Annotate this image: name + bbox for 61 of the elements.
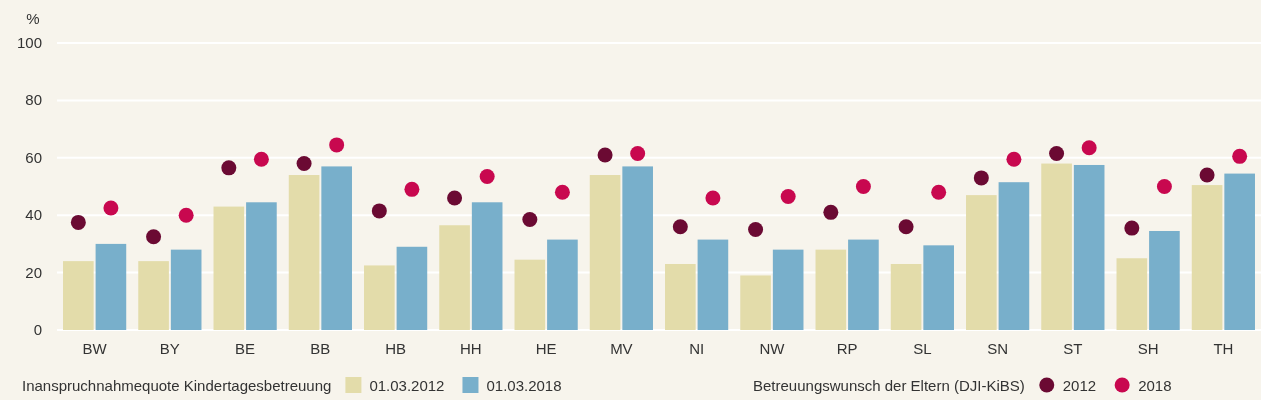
bar [170,249,202,330]
bar [471,202,503,330]
x-tick-label: HB [385,340,407,357]
x-tick-label: MV [610,340,633,357]
bar [589,175,621,330]
bar [439,225,470,330]
bar [890,263,922,330]
y-tick-label: 80 [25,91,42,109]
bar [1041,163,1072,330]
bar [966,195,997,330]
y-tick-label: 40 [25,206,42,224]
bar [63,261,94,330]
y-tick-label: 20 [25,263,42,281]
bar [138,261,169,330]
text: Inanspruchnahmequote Kindertagesbetreuung [22,377,332,394]
x-tick-label: NW [759,340,786,357]
bar [665,263,696,330]
bar [288,175,320,330]
bar [772,249,804,330]
bar [1191,185,1223,330]
bar [321,166,352,330]
x-tick-label: SL [913,340,932,357]
x-tick-label: NI [689,340,705,357]
bar [364,265,395,330]
x-tick-label: HH [460,340,482,357]
bar [998,182,1030,330]
bar [1073,164,1105,330]
y-tick-label: 0 [33,321,42,338]
x-tick-label: SN [987,340,1009,357]
bar [1116,258,1148,330]
legend-label: 01.03.2018 [486,377,562,394]
y-tick-label: 100 [16,34,42,51]
bar [697,239,729,330]
x-tick-label: ST [1063,340,1083,357]
bar [848,239,879,330]
bar [95,243,127,330]
bar [740,275,771,330]
text: Betreuungswunsch der Eltern (DJI-KiBS) [753,377,1025,394]
x-tick-label: RP [836,340,858,357]
bar [514,259,546,330]
bar [1149,230,1180,330]
x-tick-label: SH [1137,340,1159,357]
bar [815,249,847,330]
x-tick-label: BW [82,340,108,357]
bar [213,206,245,330]
y-tick-label: 60 [25,148,42,166]
x-tick-label: BY [159,340,180,357]
x-tick-label: BE [235,340,256,357]
legend-label: 2018 [1138,377,1172,394]
bar [923,245,954,330]
bar [396,246,428,330]
legend-label: 01.03.2012 [369,377,445,394]
x-tick-label: TH [1213,340,1234,357]
bar [1224,173,1255,330]
x-tick-label: BB [310,340,331,357]
x-tick-label: HE [535,340,557,357]
legend-label: 2012 [1062,377,1097,394]
bar [622,166,653,330]
bar [547,239,578,330]
bar [246,202,277,330]
y-axis-title: % [26,10,40,27]
